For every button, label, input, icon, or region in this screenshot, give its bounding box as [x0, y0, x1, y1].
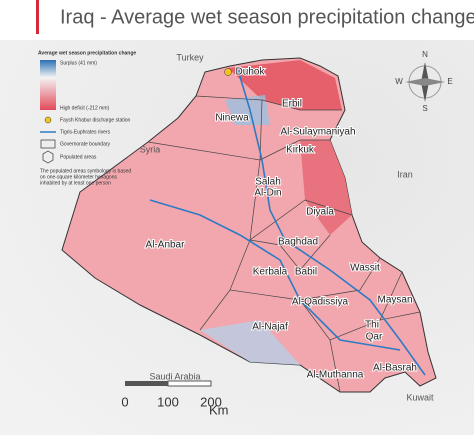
legend-title: Average wet season precipitation change [38, 50, 136, 56]
iraq [61, 57, 437, 393]
legend-deficit: High deficit (-212 mm) [60, 105, 110, 111]
governorate-label: Duhok [236, 67, 266, 78]
governorate-label: Erbil [282, 99, 302, 110]
legend-note: The populated areas symbology is based [40, 168, 131, 174]
legend: Average wet season precipitation change … [38, 50, 136, 186]
legend-station: Faysh Khabur discharge station [60, 117, 131, 123]
scale-bar [125, 380, 212, 387]
governorate-label: Babil [295, 267, 317, 278]
legend-surplus: Surplus (41 mm) [60, 60, 97, 66]
governorate-label: Al-Najaf [252, 322, 288, 333]
rivers [149, 69, 426, 376]
title-accent [36, 0, 39, 34]
governorate-label: Baghdad [278, 237, 318, 248]
country-label: Syria [140, 144, 161, 154]
country-label: Iran [397, 169, 413, 179]
governorate-label: Thi [365, 320, 379, 331]
compass [405, 62, 445, 102]
governorate-label: Diyala [306, 207, 334, 218]
ninewa-surplus [225, 95, 270, 125]
governorate-label: Al-Anbar [146, 240, 186, 251]
legend-boundary-icon [40, 139, 56, 149]
governorate-label: Al-Muthanna [307, 370, 364, 381]
scale-label: 100 [157, 394, 179, 409]
governorate-label: Al-Qadissiya [292, 297, 349, 308]
governorate-label: Al-Sulaymaniyah [280, 127, 355, 138]
governorate-label: Ninewa [215, 113, 249, 124]
compass-label: S [422, 104, 427, 113]
compass-label: E [447, 77, 452, 86]
legend-hex-icon [42, 150, 54, 164]
south-surplus [200, 320, 300, 365]
governorate-label: Kerbala [253, 267, 288, 278]
legend-ramp [40, 60, 56, 110]
scale-label: 0 [121, 394, 128, 409]
legend-populated: Populated areas [60, 154, 97, 160]
compass-label: N [422, 50, 428, 59]
country-label: Saudi Arabia [149, 371, 200, 381]
legend-note: on one-square kilometer hexagons [40, 174, 117, 180]
title: Iraq - Average wet season precipitation … [60, 6, 474, 28]
governorate-label: Al-Din [254, 188, 281, 199]
legend-rivers: Tigris-Euphrates rivers [60, 129, 111, 135]
governorate-label: Kirkuk [286, 145, 315, 156]
legend-note: inhabited by at least one person [40, 180, 111, 186]
country-label: Kuwait [406, 392, 434, 402]
legend-boundary: Governorate boundary [60, 141, 111, 147]
scale-label: 200 [200, 394, 222, 409]
compass-label: W [395, 77, 403, 86]
scale-unit: Km [209, 402, 229, 417]
governorate-label: Al-Basrah [373, 363, 417, 374]
legend-station-icon [44, 116, 52, 124]
north-deficit [228, 60, 342, 110]
governorate-label: Qar [366, 332, 383, 343]
country-label: Turkey [176, 52, 204, 62]
governorate-label: Wassit [350, 263, 380, 274]
governorate-label: Maysan [377, 295, 412, 306]
station [224, 68, 232, 76]
east-deficit [300, 140, 352, 235]
governorate-label: Salah [255, 177, 281, 188]
